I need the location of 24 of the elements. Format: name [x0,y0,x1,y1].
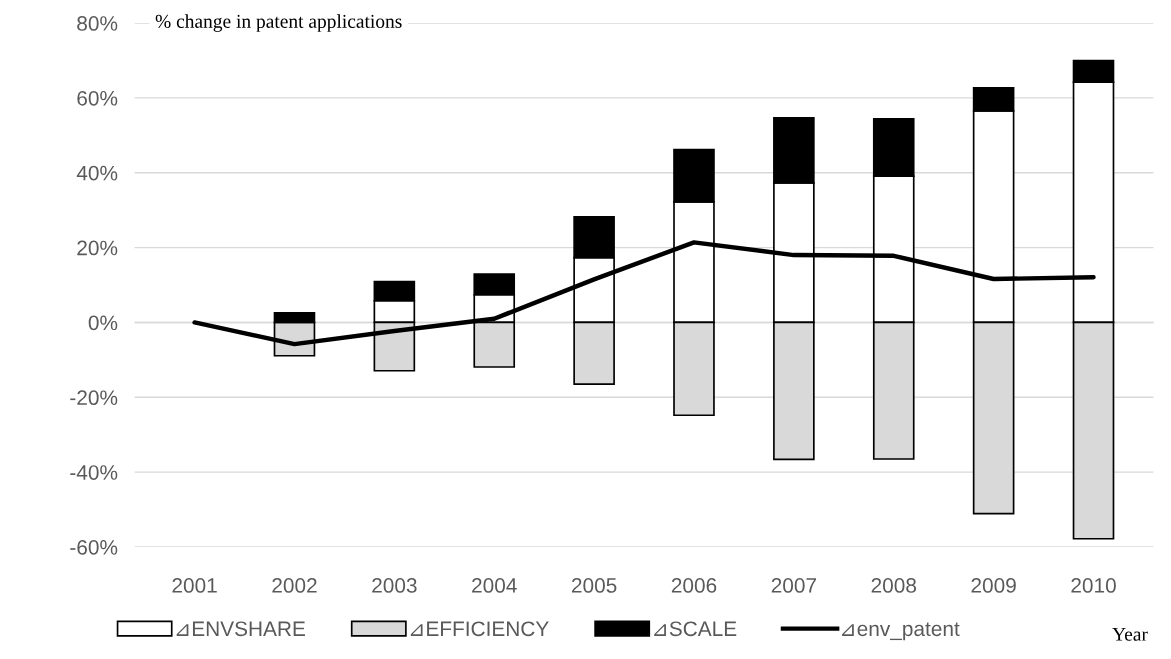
x-tick-label: 2009 [971,578,1016,593]
y-tick-label: -20% [70,390,118,406]
y-tick-label: 60% [77,90,118,106]
legend-label: ⊿ENVSHARE [176,621,305,637]
y-tick-label: 0% [88,315,118,331]
legend-label: ⊿SCALE [654,621,737,637]
x-tick-label: 2005 [571,578,617,593]
x-axis-title: Year [1112,627,1148,641]
y-tick-label: 40% [76,165,118,181]
x-tick-label: 2002 [272,578,317,593]
x-tick-label: 2001 [172,578,217,593]
legend-label: ⊿EFFICIENCY [410,621,549,637]
y-tick-label: -60% [70,539,118,555]
x-tick-label: 2003 [372,578,417,593]
x-tick-label: 2007 [771,578,816,593]
y-tick-label: 20% [77,240,118,256]
x-tick-label: 2004 [472,578,517,593]
x-tick-label: 2010 [1071,578,1116,593]
x-tick-label: 2006 [671,578,717,593]
y-axis-title: % change in patent applications [155,14,402,32]
y-tick-label: -40% [70,465,118,480]
x-tick-label: 2008 [871,578,917,593]
y-tick-label: 80% [77,16,118,31]
legend-label: ⊿env_patent [842,622,960,641]
